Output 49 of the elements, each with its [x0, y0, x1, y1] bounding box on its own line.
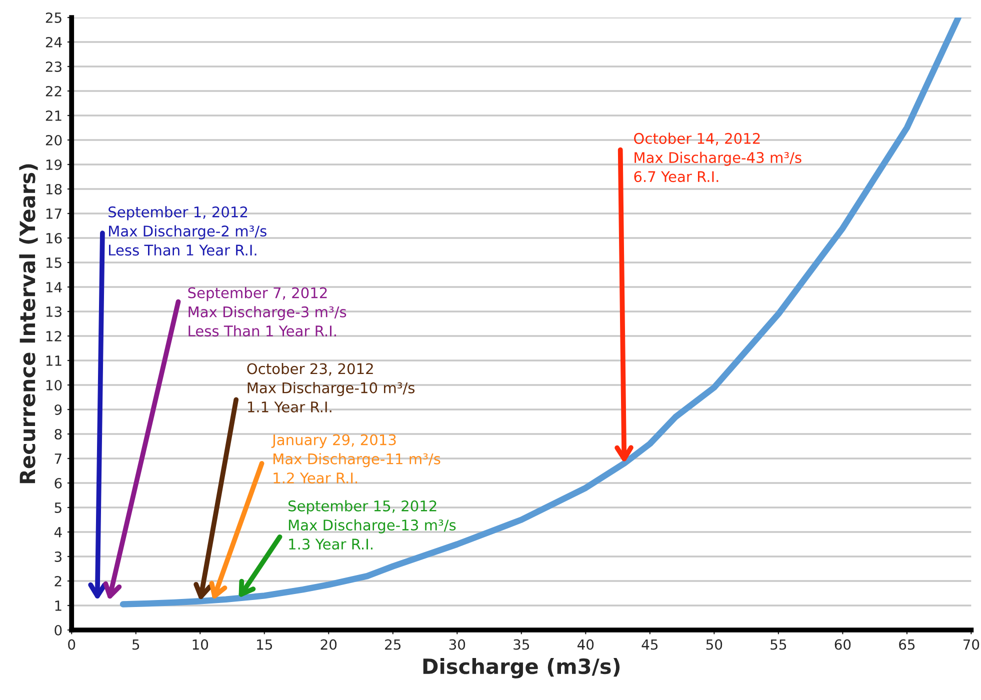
y-tick-label: 4: [54, 527, 62, 538]
y-tick-label: 13: [46, 306, 62, 317]
y-tick-label: 24: [46, 36, 62, 48]
x-tick-label: 40: [578, 639, 594, 650]
y-axis-title: Recurrence Interval (Years): [19, 164, 38, 484]
y-tick-label: 5: [54, 502, 62, 513]
y-tick-label: 21: [46, 110, 62, 121]
y-tick-label: 22: [46, 86, 62, 96]
y-tick-label: 15: [46, 258, 62, 268]
x-tick-label: 15: [257, 639, 272, 650]
y-tick-label: 16: [46, 232, 62, 244]
y-tick-label: 19: [46, 159, 62, 170]
x-tick-label: 50: [706, 639, 722, 650]
x-tick-label: 5: [132, 639, 140, 650]
y-tick-label: 23: [46, 61, 62, 72]
x-tick-label: 0: [68, 639, 76, 650]
y-tick-label: 11: [46, 356, 62, 366]
y-tick-label: 9: [54, 404, 62, 415]
y-tick-label: 2: [54, 576, 62, 586]
annotation: October 23, 2012 Max Discharge-10 m³/s 1.1 Year R.I.: [247, 362, 415, 412]
y-tick-label: 18: [46, 184, 62, 194]
y-tick-label: 20: [46, 134, 62, 146]
y-tick-label: 25: [46, 12, 62, 23]
y-tick-label: 17: [46, 208, 62, 219]
x-tick-label: 65: [899, 639, 915, 650]
x-tick-label: 55: [770, 639, 786, 650]
x-tick-label: 70: [963, 639, 980, 650]
y-tick-label: 10: [46, 380, 62, 390]
x-tick-label: 10: [192, 639, 208, 650]
annotation: September 15, 2012 Max Discharge-13 m³/s 1.3 Year R.I.: [288, 500, 456, 550]
y-tick-label: 3: [54, 551, 62, 562]
annotation: October 14, 2012 Max Discharge-43 m³/s 6.7 Year R.I.: [634, 132, 802, 182]
x-tick-label: 45: [642, 639, 658, 650]
x-tick-label: 30: [449, 639, 466, 650]
x-tick-label: 35: [514, 639, 530, 650]
y-tick-label: 14: [46, 282, 62, 292]
x-tick-label: 25: [385, 639, 401, 650]
y-tick-label: 6: [54, 478, 62, 488]
x-tick-label: 20: [320, 639, 337, 650]
annotation: September 7, 2012 Max Discharge-3 m³/s Less Than 1 Year R.I.: [188, 287, 346, 336]
y-tick-label: 1: [55, 600, 62, 611]
y-tick-label: 7: [54, 454, 62, 464]
y-tick-label: 8: [54, 428, 62, 440]
annotation: September 1, 2012 Max Discharge-2 m³/s Less Than 1 Year R.I.: [108, 206, 266, 256]
x-tick-label: 60: [834, 639, 851, 650]
x-axis-title: Discharge (m3/s): [423, 658, 620, 678]
annotation: January 29, 2013 Max Discharge-11 m³/s 1.2 Year R.I.: [271, 434, 440, 484]
y-tick-label: 0: [54, 624, 62, 636]
y-tick-label: 12: [46, 330, 62, 342]
